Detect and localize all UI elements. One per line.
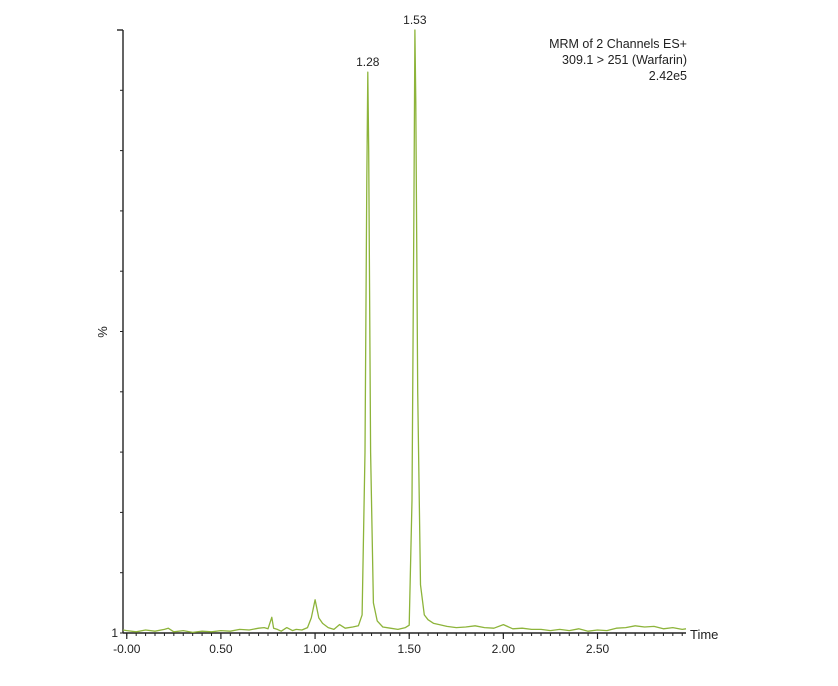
chart-labels: % Time 1 xyxy=(95,326,718,642)
chromatogram-trace xyxy=(122,29,687,634)
y-axis-min-label: 1 xyxy=(111,626,118,640)
x-tick-label: 1.50 xyxy=(398,642,422,656)
x-tick-label: 2.00 xyxy=(492,642,516,656)
x-tick-label: -0.00 xyxy=(113,642,141,656)
peak-label: 1.53 xyxy=(403,13,427,27)
info-transition: 309.1 > 251 (Warfarin) xyxy=(562,53,687,67)
info-intensity: 2.42e5 xyxy=(648,69,687,83)
info-channels: MRM of 2 Channels ES+ xyxy=(549,37,687,51)
x-tick-label: 2.50 xyxy=(586,642,610,656)
peak-label: 1.28 xyxy=(356,55,380,69)
y-axis-label: % xyxy=(95,326,110,338)
chromatogram-info: MRM of 2 Channels ES+ 309.1 > 251 (Warfa… xyxy=(549,36,687,84)
x-tick-label: 0.50 xyxy=(209,642,233,656)
chart-plot-area: 1.28 1.53 xyxy=(122,13,687,634)
x-tick-label: 1.00 xyxy=(303,642,327,656)
chart-axes: -0.00 0.50 1.00 1.50 2.00 2.50 xyxy=(113,29,686,656)
x-axis-label: Time xyxy=(690,627,718,642)
